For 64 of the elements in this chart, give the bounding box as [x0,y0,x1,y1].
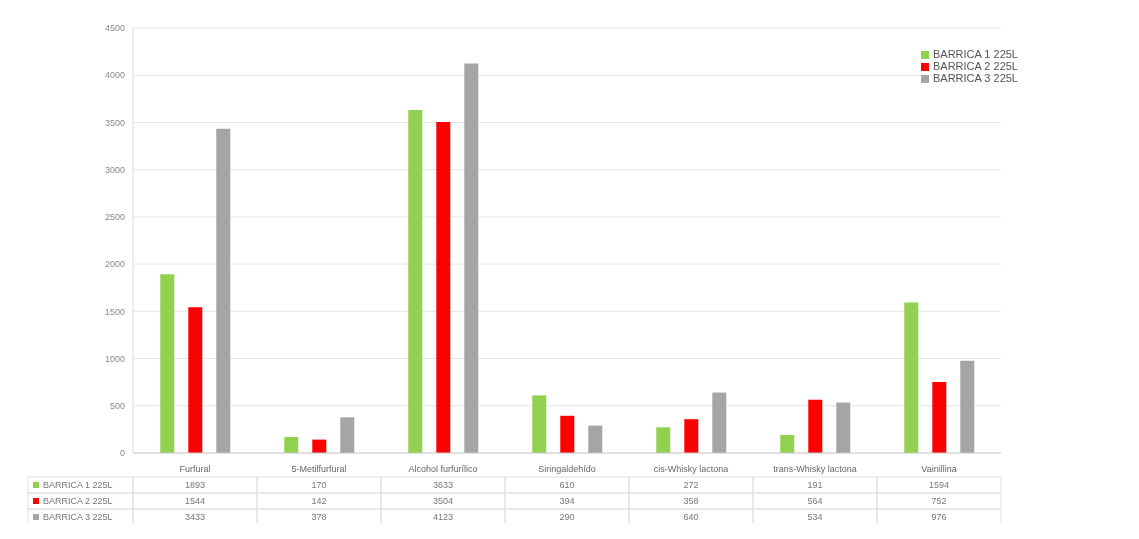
data-label: 142 [311,496,327,506]
bar [960,360,975,453]
data-label: 610 [559,480,575,490]
bar [532,395,547,453]
legend-label: BARRICA 3 225L [933,72,1018,84]
x-tick-label: Siringaldehído [538,464,596,474]
text: BARRICA 1 225L [43,480,113,490]
data-label: 272 [683,480,699,490]
data-label: 976 [931,512,947,522]
y-tick-label: 4000 [104,70,125,81]
data-label: 290 [559,512,575,522]
bar [340,417,355,453]
bar [780,434,795,453]
bar [560,415,575,453]
bar [932,381,947,453]
data-label: 534 [807,512,823,522]
bar [464,63,479,453]
bar [684,419,699,453]
data-label: 358 [683,496,699,506]
data-label: 191 [807,480,823,490]
bar [904,302,919,453]
x-tick-label: Vainillina [921,464,957,474]
data-label: 394 [559,496,575,506]
text: BARRICA 3 225L [43,512,113,522]
data-label: 3504 [432,496,454,506]
x-tick-label: cis-Whisky lactona [653,464,729,474]
data-label: 1544 [184,496,206,506]
bar [808,399,823,453]
data-label: 170 [311,480,327,490]
bar [836,402,851,453]
data-label: 4123 [432,512,454,522]
y-tick-label: 4500 [104,23,125,34]
y-tick-label: 1500 [104,306,125,317]
bar [588,425,603,453]
bar [216,128,231,453]
data-label: 3633 [432,480,454,490]
data-label: 640 [683,512,699,522]
legend-label: BARRICA 2 225L [933,60,1018,72]
y-tick-label: 0 [119,448,125,459]
data-label: 1893 [184,480,206,490]
data-label: 1594 [928,480,950,490]
data-label: 752 [931,496,947,506]
data-label: 564 [807,496,823,506]
y-tick-label: 1000 [104,353,125,364]
y-tick-label: 2000 [104,259,125,270]
bar [160,274,175,453]
legend-label: BARRICA 1 225L [933,48,1018,60]
y-tick-label: 500 [109,400,125,411]
x-tick-label: trans-Whisky lactona [773,464,857,474]
y-tick-label: 3000 [104,164,125,175]
bar [188,307,203,453]
bar [408,109,423,453]
x-tick-label: 5-Metilfurfural [291,464,347,474]
data-label: 3433 [184,512,206,522]
bar [436,122,451,453]
x-tick-label: Furfural [179,464,211,474]
data-label: 378 [311,512,327,522]
y-tick-label: 2500 [104,212,125,223]
bar [712,392,727,453]
text: BARRICA 2 225L [43,496,113,506]
x-tick-label: Alcohol furfurílico [408,464,478,474]
bar [284,436,299,453]
bar [656,427,671,453]
y-tick-label: 3500 [104,117,125,128]
